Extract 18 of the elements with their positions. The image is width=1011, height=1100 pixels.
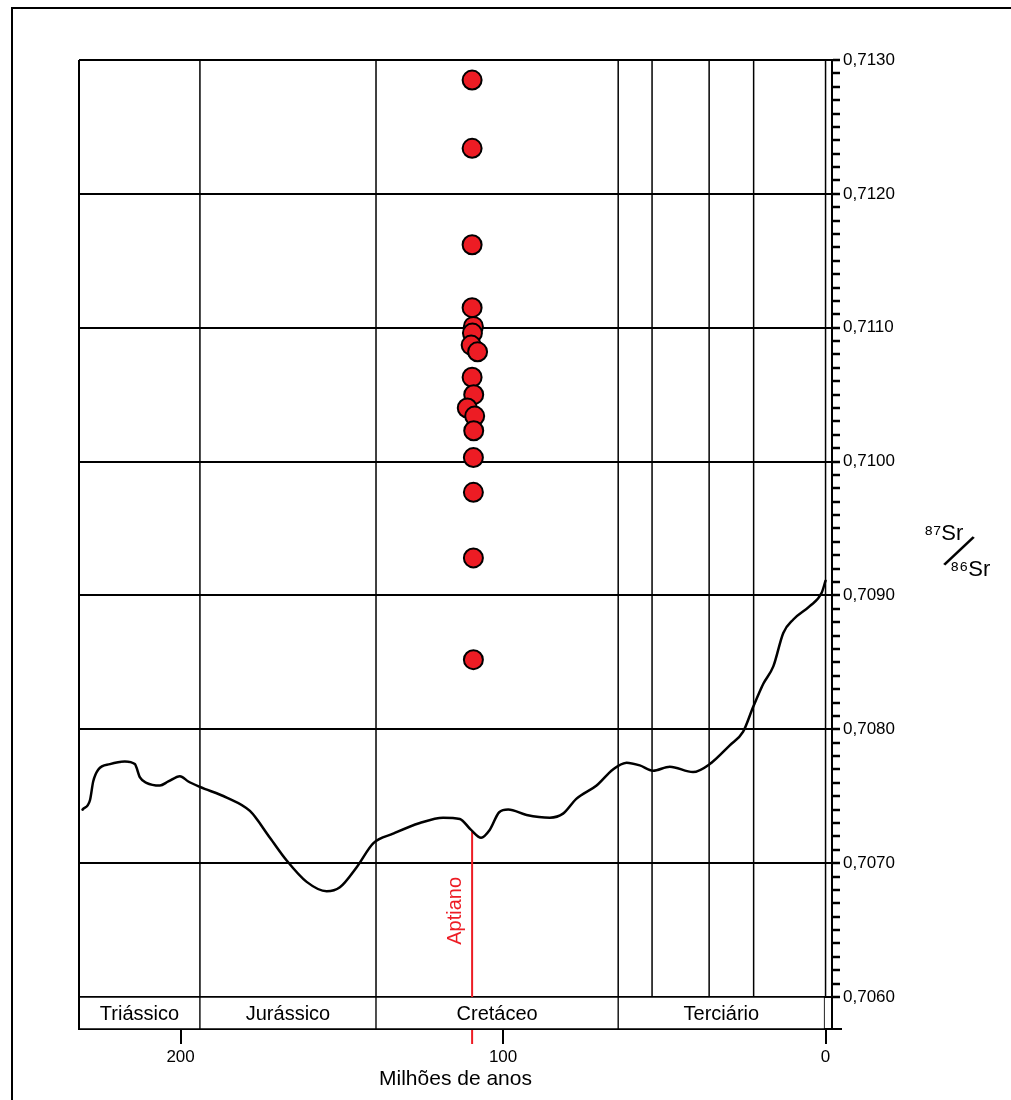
x-tick-label: 200 <box>166 1046 195 1066</box>
ref-line-label: Aptiano <box>442 876 465 945</box>
series-label: Jurássico <box>245 1001 331 1024</box>
series-label: Terciário <box>683 1001 760 1024</box>
y-axis-title: ⁸⁷Sr/⁸⁶Sr <box>924 520 991 581</box>
series-label: Cretáceo <box>456 1001 538 1024</box>
series-label: Triássico <box>99 1001 180 1024</box>
x-tick-label: 0 <box>820 1046 831 1066</box>
x-tick-label: 100 <box>488 1046 518 1066</box>
y-tick-label: 0,7060 <box>843 986 895 1006</box>
y-tick-label: 0,7130 <box>843 49 895 69</box>
y-tick-label: 0,7120 <box>843 183 895 203</box>
y-tick-label: 0,7080 <box>843 718 895 738</box>
y-tick-label: 0,7110 <box>843 317 894 337</box>
y-tick-label: 0,7090 <box>843 585 895 605</box>
y-tick-label: 0,7100 <box>843 451 895 471</box>
y-tick-label: 0,7070 <box>843 852 895 872</box>
x-axis-title: Milhões de anos <box>379 1066 532 1090</box>
